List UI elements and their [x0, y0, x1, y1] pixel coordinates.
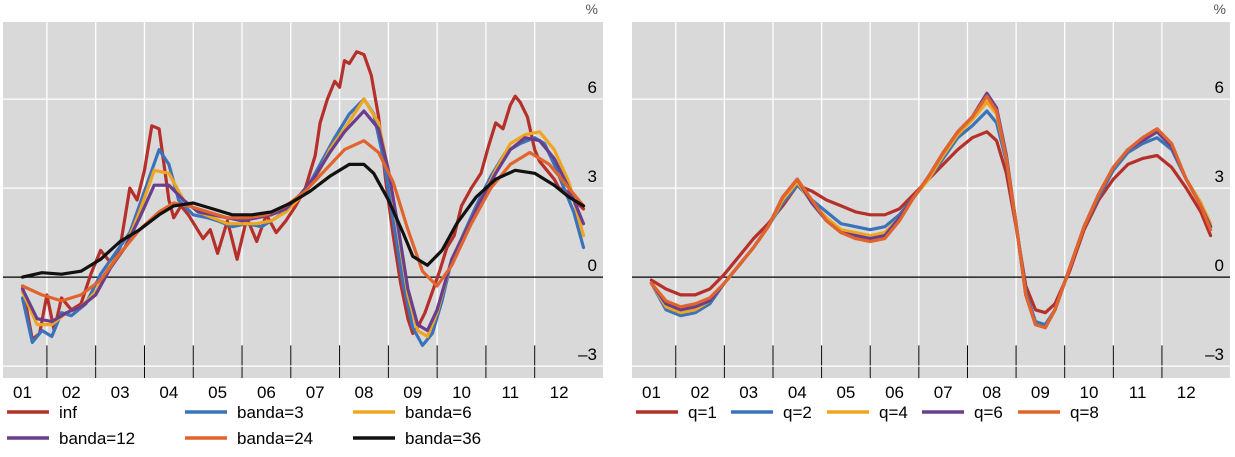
y-tick-label: 3 — [588, 167, 597, 186]
x-tick-label: 02 — [691, 383, 710, 402]
x-tick-label: 06 — [885, 383, 904, 402]
y-tick-label: –3 — [578, 345, 597, 364]
y-tick-label: 0 — [1215, 256, 1224, 275]
legend-label: banda=36 — [405, 429, 481, 448]
legend-label: q=2 — [783, 403, 812, 422]
series-line — [649, 130, 1213, 315]
x-tick-label: 04 — [788, 383, 807, 402]
x-tick-label: 03 — [111, 383, 130, 402]
y-tick-label: –3 — [1205, 345, 1224, 364]
legend-label: banda=6 — [405, 403, 472, 422]
legend-label: q=1 — [688, 403, 717, 422]
x-tick-label: 01 — [13, 383, 32, 402]
series-line — [20, 50, 586, 341]
legend-label: banda=3 — [237, 403, 304, 422]
legend-label: inf — [59, 403, 77, 422]
x-tick-label: 09 — [403, 383, 422, 402]
x-tick-label: 08 — [355, 383, 374, 402]
plot-area — [3, 22, 603, 378]
y-tick-label: 3 — [1215, 167, 1224, 186]
x-tick-label: 12 — [1177, 383, 1196, 402]
plot-area — [632, 22, 1230, 378]
x-tick-label: 10 — [452, 383, 471, 402]
x-tick-label: 11 — [501, 383, 519, 402]
x-tick-label: 02 — [62, 383, 81, 402]
x-tick-label: 10 — [1080, 383, 1099, 402]
legend-label: q=6 — [974, 403, 1003, 422]
x-tick-label: 08 — [982, 383, 1001, 402]
x-tick-label: 05 — [208, 383, 227, 402]
y-unit-label: % — [586, 1, 598, 17]
x-tick-label: 04 — [159, 383, 178, 402]
x-tick-label: 06 — [257, 383, 276, 402]
series-line — [20, 162, 586, 279]
legend-label: banda=24 — [237, 429, 313, 448]
y-tick-label: 0 — [588, 256, 597, 275]
x-tick-label: 01 — [642, 383, 661, 402]
y-tick-label: 6 — [1215, 78, 1224, 97]
legend-label: q=8 — [1070, 403, 1099, 422]
series-line — [20, 139, 586, 303]
x-tick-label: 03 — [739, 383, 758, 402]
x-tick-label: 05 — [836, 383, 855, 402]
x-tick-label: 09 — [1031, 383, 1050, 402]
y-unit-label: % — [1214, 1, 1226, 17]
x-tick-label: 07 — [934, 383, 953, 402]
legend-label: q=4 — [879, 403, 908, 422]
legend-label: banda=12 — [59, 429, 135, 448]
x-tick-label: 11 — [1129, 383, 1147, 402]
y-tick-label: 6 — [588, 78, 597, 97]
x-tick-label: 07 — [306, 383, 325, 402]
series-line — [649, 94, 1213, 330]
x-tick-label: 12 — [550, 383, 569, 402]
